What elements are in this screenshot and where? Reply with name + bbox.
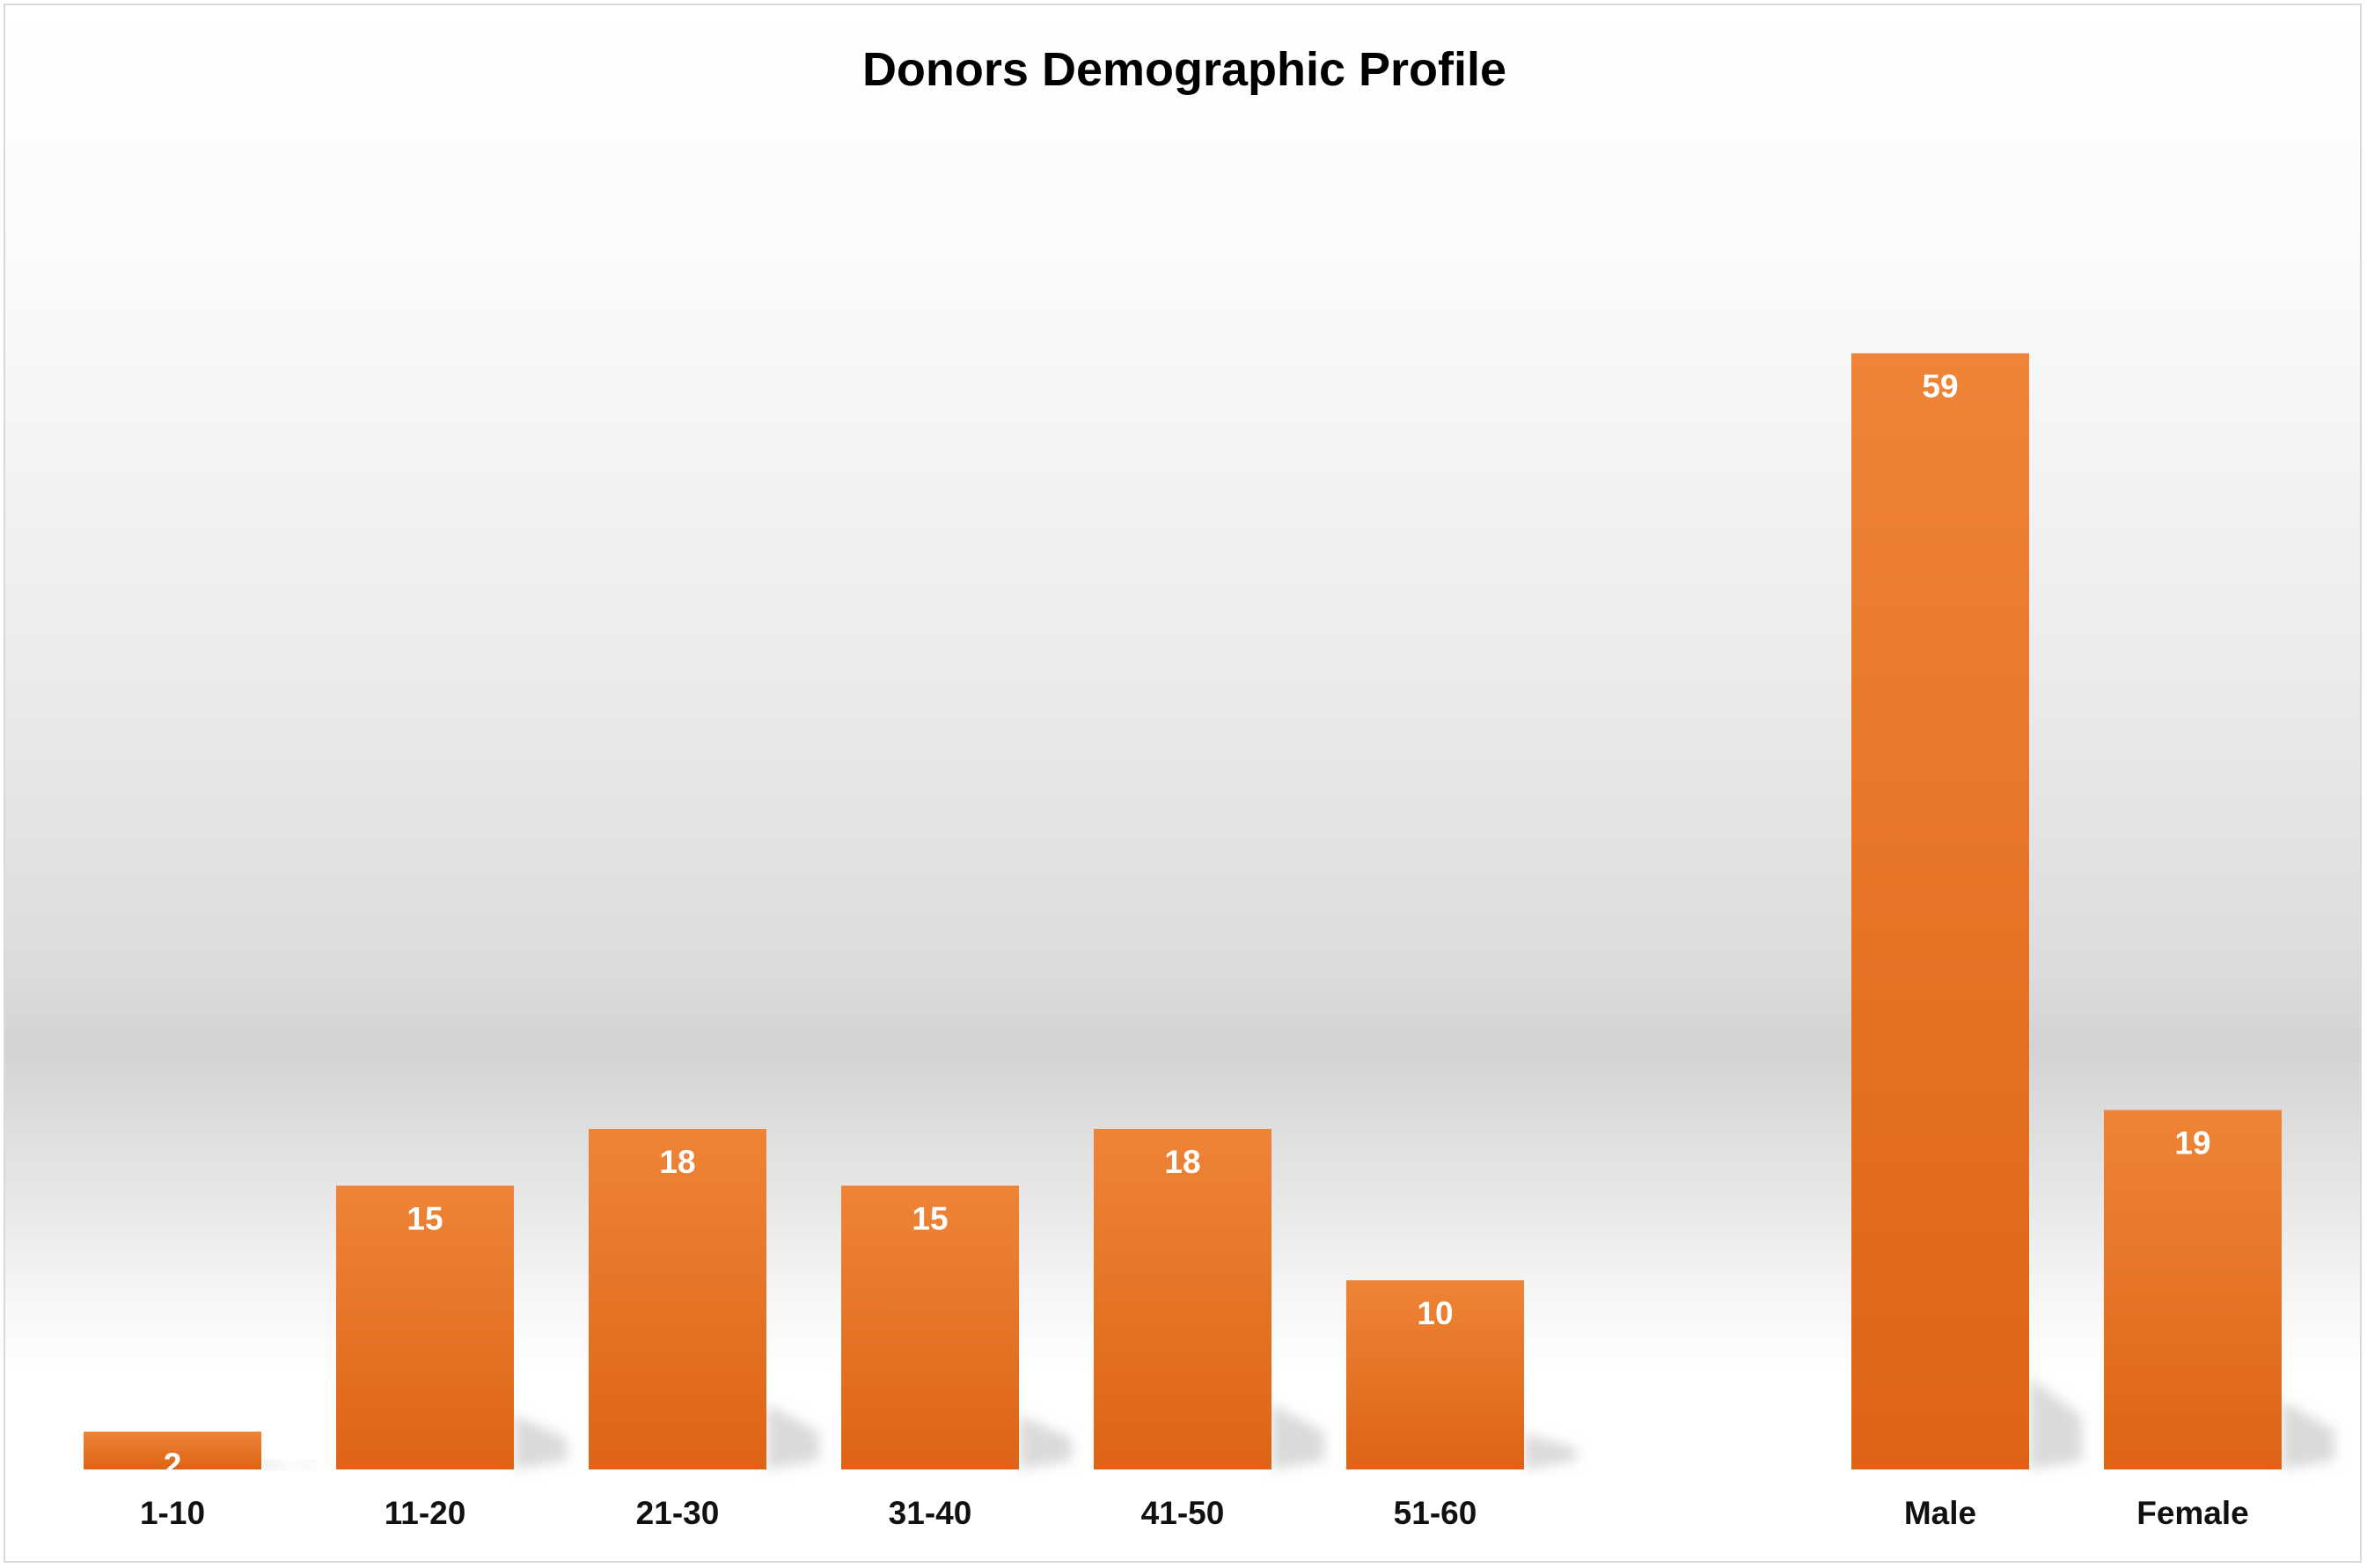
value-label-31-40: 15 [912, 1201, 948, 1237]
category-label-11-20: 11-20 [385, 1495, 466, 1531]
bar-1-10[interactable] [84, 1432, 261, 1469]
value-label-1-10: 2 [164, 1447, 182, 1483]
value-label-11-20: 15 [407, 1201, 443, 1237]
bar-shadow [766, 1403, 819, 1469]
value-label-female: 19 [2174, 1125, 2210, 1161]
bar-shadow [1271, 1403, 1324, 1469]
bar-male[interactable] [1851, 353, 2029, 1470]
bar-shadow [261, 1461, 314, 1469]
category-label-female: Female [2136, 1495, 2249, 1531]
value-label-21-30: 18 [659, 1144, 695, 1180]
bar-shadow [2282, 1400, 2334, 1469]
category-label-41-50: 41-50 [1141, 1495, 1225, 1531]
bar-shadow [514, 1414, 567, 1469]
plot-area: 2 15 18 15 18 10 59 19 1-10 11-20 21-30 31-40 41-50… [84, 353, 2334, 1531]
bar-female[interactable] [2104, 1110, 2282, 1470]
chart-title: Donors Demographic Profile [861, 43, 1507, 96]
category-label-51-60: 51-60 [1394, 1495, 1477, 1531]
value-label-male: 59 [1922, 369, 1958, 405]
bar-51-60[interactable] [1346, 1280, 1524, 1469]
category-label-31-40: 31-40 [889, 1495, 972, 1531]
bar-shadow [1524, 1432, 1577, 1469]
bar-31-40[interactable] [841, 1185, 1019, 1470]
bar-41-50[interactable] [1094, 1129, 1271, 1469]
bar-21-30[interactable] [589, 1129, 766, 1469]
bar-shadow [2029, 1377, 2082, 1469]
category-label-male: Male [1904, 1495, 1976, 1531]
chart-area: Donors Demographic Profile 2 15 18 15 18 10 59… [4, 4, 2362, 1563]
category-label-21-30: 21-30 [636, 1495, 720, 1531]
bar-shadow [1019, 1414, 1072, 1469]
value-label-41-50: 18 [1164, 1144, 1200, 1180]
bar-11-20[interactable] [336, 1185, 514, 1470]
category-label-1-10: 1-10 [140, 1495, 205, 1531]
value-label-51-60: 10 [1417, 1295, 1453, 1331]
